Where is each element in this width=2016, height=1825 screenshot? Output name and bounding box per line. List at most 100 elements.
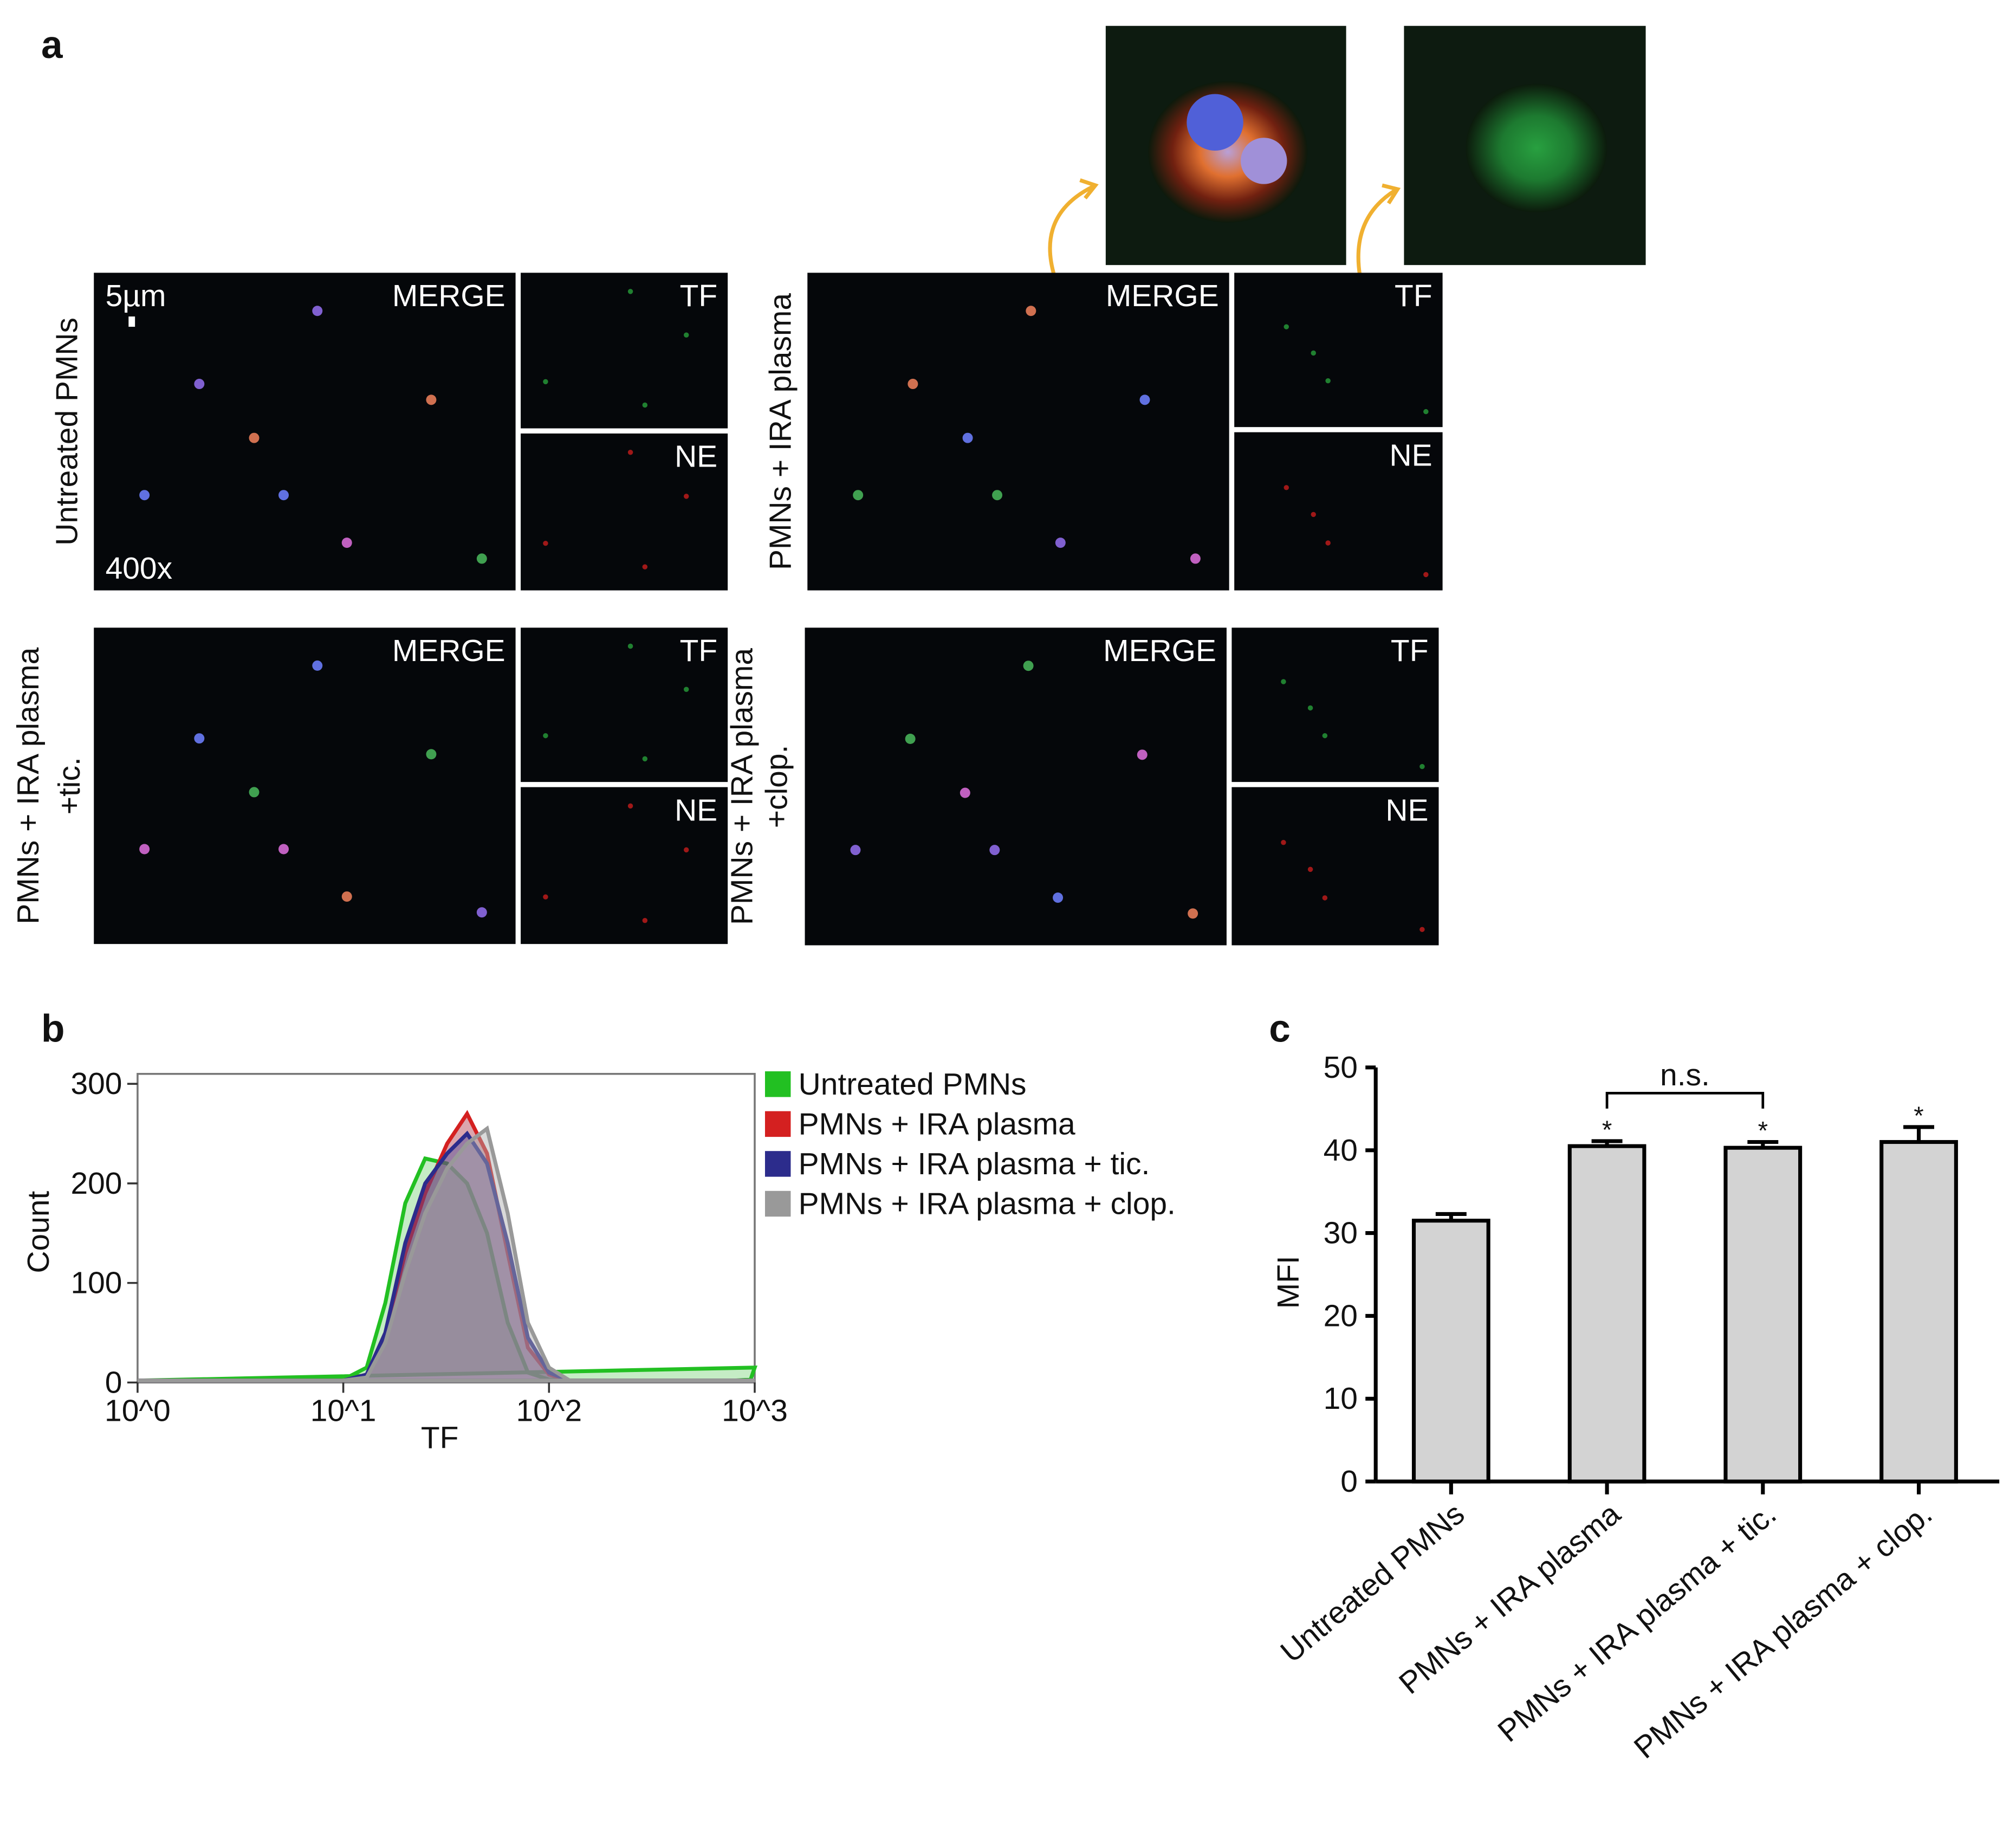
arrow [1382, 183, 1401, 205]
micrograph [805, 627, 1227, 946]
row-label: Untreated PMNs [49, 318, 84, 546]
cell-dot [194, 733, 205, 744]
cell-dot [1423, 572, 1429, 578]
magnification: 400x [106, 551, 172, 586]
y-tick-label: 300 [70, 1066, 122, 1101]
y-axis-label: Count [21, 1191, 56, 1273]
cell-dot [1281, 679, 1286, 684]
image-label: NE [675, 439, 717, 474]
cell [1466, 83, 1607, 212]
cell-dot [1284, 324, 1289, 329]
legend-label: Untreated PMNs [799, 1067, 1027, 1102]
cell-dot [1023, 661, 1034, 671]
legend-swatch [764, 1190, 791, 1217]
cell-dot [341, 891, 352, 902]
cell-dot [1322, 895, 1328, 901]
arrow [1356, 189, 1396, 279]
y-tick-label: 50 [1324, 1050, 1358, 1085]
image-label: TF [1395, 279, 1432, 313]
cell-dot [1188, 908, 1198, 919]
image-label: MERGE [392, 633, 505, 668]
cell-dot [543, 894, 548, 900]
cell-dot [194, 379, 205, 390]
error-bar [1747, 1140, 1779, 1148]
arrow [1079, 178, 1099, 199]
legend-label: PMNs + IRA plasma + clop. [799, 1186, 1176, 1221]
cell-dot [989, 845, 1000, 856]
panel-label: b [41, 1007, 64, 1050]
y-tick-label: 0 [105, 1365, 122, 1400]
image-label: MERGE [1106, 279, 1219, 313]
error-bar [1435, 1212, 1467, 1221]
micrograph [807, 273, 1229, 591]
micrograph [1231, 627, 1439, 782]
cell-dot [1281, 840, 1286, 845]
y-tick-label: 40 [1324, 1133, 1358, 1168]
micrograph [521, 787, 728, 944]
cell-dot [249, 787, 260, 798]
cell-dot [684, 494, 689, 499]
y-axis-label: MFI [1271, 1256, 1306, 1309]
cell-dot [1284, 485, 1289, 490]
cell-dot [1325, 378, 1331, 384]
cell-dot [1137, 749, 1148, 760]
x-tick-label: 10^1 [310, 1394, 377, 1428]
x-tick-label: 10^2 [516, 1394, 582, 1428]
row-label: PMNs + IRA plasma [11, 647, 46, 924]
cell-dot [1055, 538, 1066, 548]
cell-dot [426, 394, 437, 405]
cell-dot [1423, 409, 1429, 415]
legend-swatch [764, 1111, 791, 1137]
cell-dot [853, 490, 864, 501]
micrograph [521, 433, 728, 591]
row-label: PMNs + IRA plasma [724, 648, 759, 925]
image-label: TF [1391, 633, 1429, 668]
bracket-label: n.s. [1660, 1058, 1710, 1092]
x-axis-label: TF [421, 1420, 459, 1455]
y-tick-label: 0 [1340, 1464, 1358, 1499]
micrograph [521, 627, 728, 782]
cell-dot [642, 917, 648, 923]
y-tick-label: 200 [70, 1166, 122, 1201]
x-tick-label: 10^3 [722, 1394, 788, 1428]
bracket [1605, 1092, 1765, 1109]
x-tick-label: PMNs + IRA plasma + tic. [1492, 1496, 1783, 1749]
legend-swatch [764, 1071, 791, 1097]
cell-dot [627, 289, 633, 294]
scale-bar-label: 5µm [106, 279, 166, 313]
histogram-area [137, 1125, 755, 1383]
cell-dot [1139, 394, 1150, 405]
y-tick-label: 20 [1324, 1298, 1358, 1333]
image-label: TF [680, 279, 718, 313]
cell-dot [1322, 733, 1328, 739]
row-label: +clop. [759, 745, 794, 829]
cell-dot [907, 379, 918, 390]
cell-dot [1053, 892, 1064, 903]
cell-dot [684, 332, 689, 338]
cell-dot [627, 643, 633, 649]
cell-dot [543, 540, 548, 546]
cell-dot [139, 844, 150, 855]
cell-dot [278, 490, 289, 501]
image-label: MERGE [1103, 633, 1216, 668]
image-label: NE [1390, 438, 1432, 473]
cell-dot [962, 432, 973, 443]
cell-dot [312, 306, 323, 316]
image-label: TF [680, 633, 718, 668]
cell-dot [476, 907, 487, 918]
micrograph [94, 273, 516, 591]
legend-swatch [764, 1151, 791, 1177]
cell-dot [543, 379, 548, 385]
cell-dot [426, 749, 437, 760]
cell-dot [1419, 927, 1425, 933]
significance-label: * [1914, 1102, 1923, 1130]
scale-bar [128, 316, 135, 327]
cell-dot [684, 847, 689, 853]
bar [1723, 1146, 1803, 1484]
cell-dot [312, 660, 323, 671]
row-label: +tic. [52, 757, 87, 814]
cell-dot [278, 844, 289, 855]
cell-dot [476, 553, 487, 564]
micrograph [94, 627, 516, 944]
